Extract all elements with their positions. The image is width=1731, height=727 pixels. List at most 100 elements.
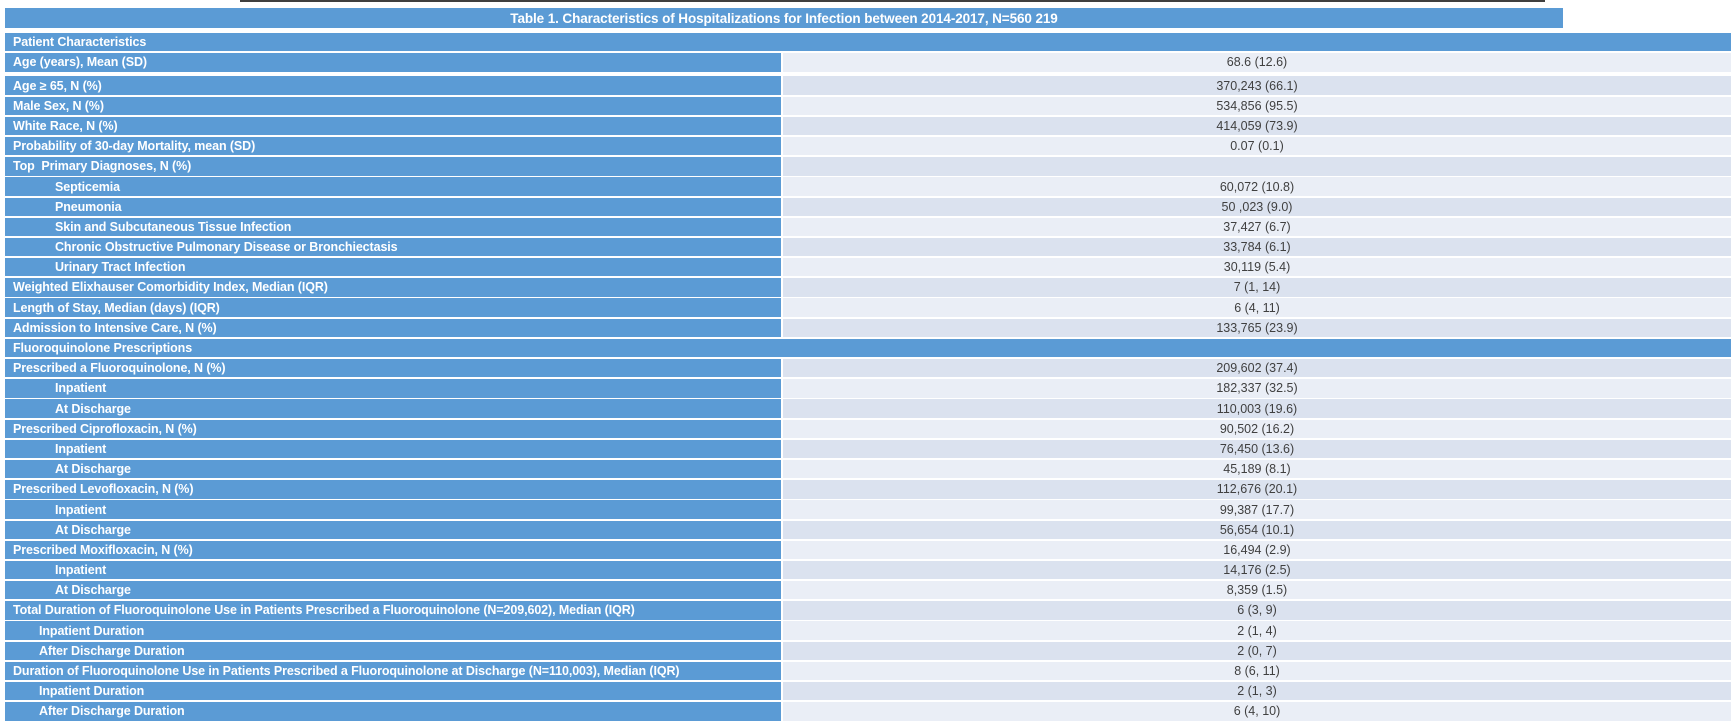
table-body: Patient Characteristics Age (years), Mean… — [5, 33, 1731, 721]
table-row: Top Primary Diagnoses, N (%) — [5, 157, 1731, 176]
row-value: 45,189 (8.1) — [783, 459, 1731, 479]
table-row: Inpatient Duration 2 (1, 4) — [5, 621, 1731, 640]
table-row: At Discharge 45,189 (8.1) — [5, 459, 1731, 479]
row-value: 6 (3, 9) — [783, 601, 1731, 620]
row-label: Prescribed Levofloxacin, N (%) — [5, 480, 781, 499]
row-label: Prescribed Moxifloxacin, N (%) — [5, 540, 781, 560]
row-value: 99,387 (17.7) — [783, 500, 1731, 519]
row-value: 2 (1, 3) — [783, 682, 1731, 701]
row-label: Septicemia — [5, 177, 781, 196]
row-label: Age (years), Mean (SD) — [5, 53, 781, 72]
row-label: Admission to Intensive Care, N (%) — [5, 318, 781, 338]
table-row: Skin and Subcutaneous Tissue Infection 37… — [5, 217, 1731, 237]
table-row: Urinary Tract Infection 30,119 (5.4) — [5, 258, 1731, 277]
row-label: Skin and Subcutaneous Tissue Infection — [5, 217, 781, 237]
row-value: 14,176 (2.5) — [783, 560, 1731, 580]
table-row: Male Sex, N (%) 534,856 (95.5) — [5, 96, 1731, 115]
table-row: Probability of 30-day Mortality, mean (S… — [5, 136, 1731, 156]
row-label: Length of Stay, Median (days) (IQR) — [5, 298, 781, 317]
row-value: 370,243 (66.1) — [783, 76, 1731, 95]
row-value: 209,602 (37.4) — [783, 359, 1731, 378]
row-label: Prescribed Ciprofloxacin, N (%) — [5, 419, 781, 438]
row-value: 6 (4, 10) — [783, 702, 1731, 721]
row-label: Inpatient Duration — [5, 621, 781, 640]
table-row: White Race, N (%) 414,059 (73.9) — [5, 116, 1731, 136]
row-value: 16,494 (2.9) — [783, 540, 1731, 560]
table-row: Chronic Obstructive Pulmonary Disease or… — [5, 237, 1731, 257]
top-border-artifact — [240, 0, 1545, 2]
row-label: Chronic Obstructive Pulmonary Disease or… — [5, 237, 781, 257]
row-label: At Discharge — [5, 459, 781, 479]
table-row: Inpatient 76,450 (13.6) — [5, 439, 1731, 459]
row-value: 182,337 (32.5) — [783, 379, 1731, 398]
row-label: Urinary Tract Infection — [5, 258, 781, 277]
row-value: 30,119 (5.4) — [783, 258, 1731, 277]
table-row: Pneumonia 50 ,023 (9.0) — [5, 197, 1731, 216]
row-value: 8,359 (1.5) — [783, 581, 1731, 600]
row-label: At Discharge — [5, 399, 781, 418]
row-label: Inpatient — [5, 500, 781, 519]
row-value: 2 (0, 7) — [783, 641, 1731, 661]
row-label: Age ≥ 65, N (%) — [5, 76, 781, 95]
table-row: After Discharge Duration 6 (4, 10) — [5, 702, 1731, 721]
row-label: Weighted Elixhauser Comorbidity Index, M… — [5, 278, 781, 297]
table-row: At Discharge 56,654 (10.1) — [5, 520, 1731, 539]
table-row: Prescribed Ciprofloxacin, N (%) 90,502 (1… — [5, 419, 1731, 438]
row-label: Top Primary Diagnoses, N (%) — [5, 157, 781, 176]
row-value: 68.6 (12.6) — [783, 53, 1731, 72]
section-header-row: Patient Characteristics — [5, 33, 1731, 52]
row-label: Inpatient — [5, 439, 781, 459]
row-label: Probability of 30-day Mortality, mean (S… — [5, 136, 781, 156]
table-row: After Discharge Duration 2 (0, 7) — [5, 641, 1731, 661]
table-row: Inpatient 99,387 (17.7) — [5, 500, 1731, 519]
table-row: Weighted Elixhauser Comorbidity Index, M… — [5, 278, 1731, 297]
table-row: Inpatient 182,337 (32.5) — [5, 379, 1731, 398]
row-value: 60,072 (10.8) — [783, 177, 1731, 196]
section-header-row: Fluoroquinolone Prescriptions — [5, 338, 1731, 358]
table-row: Prescribed Levofloxacin, N (%) 112,676 (2… — [5, 480, 1731, 499]
row-label: Duration of Fluoroquinolone Use in Patie… — [5, 661, 781, 681]
row-value: 2 (1, 4) — [783, 621, 1731, 640]
table-row: Inpatient Duration 2 (1, 3) — [5, 682, 1731, 701]
row-label: Prescribed a Fluoroquinolone, N (%) — [5, 359, 781, 378]
table-title: Table 1. Characteristics of Hospitalizat… — [5, 8, 1563, 28]
row-label: Total Duration of Fluoroquinolone Use in… — [5, 601, 781, 620]
table-row: Prescribed a Fluoroquinolone, N (%) 209,6… — [5, 359, 1731, 378]
row-value: 37,427 (6.7) — [783, 217, 1731, 237]
row-label: After Discharge Duration — [5, 641, 781, 661]
row-label: Pneumonia — [5, 197, 781, 216]
table-row: At Discharge 110,003 (19.6) — [5, 399, 1731, 418]
table-row: Prescribed Moxifloxacin, N (%) 16,494 (2.… — [5, 540, 1731, 560]
row-label: Inpatient Duration — [5, 682, 781, 701]
row-label: Inpatient — [5, 379, 781, 398]
row-label: White Race, N (%) — [5, 116, 781, 136]
table-row: Total Duration of Fluoroquinolone Use in… — [5, 601, 1731, 620]
row-value: 534,856 (95.5) — [783, 96, 1731, 115]
row-label: At Discharge — [5, 520, 781, 539]
table-row: Age ≥ 65, N (%) 370,243 (66.1) — [5, 76, 1731, 95]
table-row: Inpatient 14,176 (2.5) — [5, 560, 1731, 580]
table-row: Length of Stay, Median (days) (IQR) 6 (4,… — [5, 298, 1731, 317]
row-value: 110,003 (19.6) — [783, 399, 1731, 418]
row-value: 112,676 (20.1) — [783, 480, 1731, 499]
table-row: At Discharge 8,359 (1.5) — [5, 581, 1731, 600]
row-value: 414,059 (73.9) — [783, 116, 1731, 136]
row-label: Male Sex, N (%) — [5, 96, 781, 115]
row-value: 56,654 (10.1) — [783, 520, 1731, 539]
table-row: Septicemia 60,072 (10.8) — [5, 177, 1731, 196]
row-value: 133,765 (23.9) — [783, 318, 1731, 338]
row-label: After Discharge Duration — [5, 702, 781, 721]
row-value: 76,450 (13.6) — [783, 439, 1731, 459]
table-row: Age (years), Mean (SD) 68.6 (12.6) — [5, 53, 1731, 72]
row-value: 0.07 (0.1) — [783, 136, 1731, 156]
row-value: 90,502 (16.2) — [783, 419, 1731, 438]
table-row: Admission to Intensive Care, N (%) 133,76… — [5, 318, 1731, 338]
row-label: Inpatient — [5, 560, 781, 580]
row-value: 7 (1, 14) — [783, 278, 1731, 297]
row-value: 8 (6, 11) — [783, 661, 1731, 681]
row-value: 50 ,023 (9.0) — [783, 197, 1731, 216]
row-value: 33,784 (6.1) — [783, 237, 1731, 257]
row-value — [783, 157, 1731, 176]
table-row: Duration of Fluoroquinolone Use in Patie… — [5, 661, 1731, 681]
row-label: At Discharge — [5, 581, 781, 600]
